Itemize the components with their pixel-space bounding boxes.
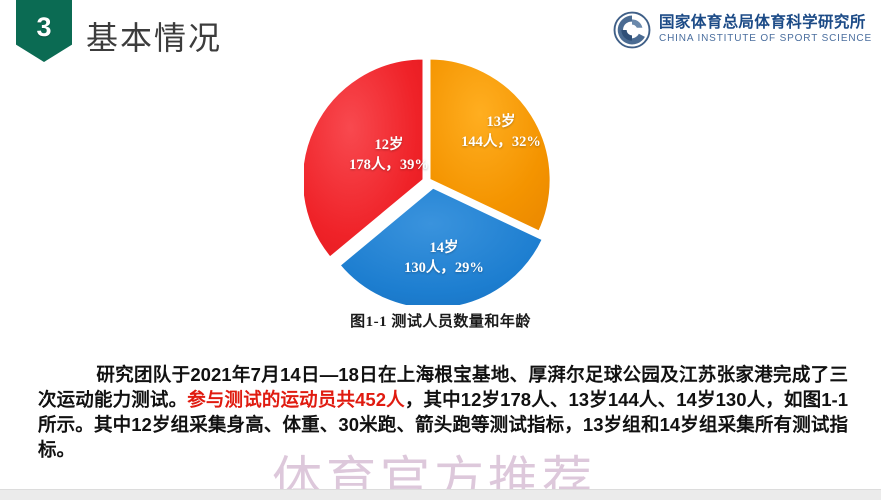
pie-label-14sui-name: 14岁 <box>429 240 459 256</box>
body-line-1: 研究团队于2021年7月14日—18日在上海根宝基地、厚湃尔足球公园及江苏张家港… <box>38 364 848 410</box>
figure-caption: 图1-1 测试人员数量和年龄 <box>350 314 531 330</box>
page-title: 基本情况 <box>86 20 223 56</box>
pie-label-13sui: 13岁 144人，32% <box>437 113 565 152</box>
body-paragraph: 研究团队于2021年7月14日—18日在上海根宝基地、厚湃尔足球公园及江苏张家港… <box>38 362 848 462</box>
bottom-strip <box>0 489 881 500</box>
pie-label-13sui-value: 144人，32% <box>461 133 541 150</box>
logo-name-cn: 国家体育总局体育科学研究所 <box>659 14 866 32</box>
body-line-2: ，其中12岁178人、13岁144人、14岁130人，如图1-1所示。其中12岁… <box>38 389 848 460</box>
body-highlight: 参与测试的运动员共452人 <box>187 389 405 410</box>
slide-number-badge: 3 <box>16 0 72 62</box>
pie-label-13sui-name: 13岁 <box>486 114 516 130</box>
pie-label-12sui: 12岁 178人，39% <box>329 136 449 175</box>
pie-chart <box>304 55 554 305</box>
institute-logo: 国家体育总局体育科学研究所 CHINA INSTITUTE OF SPORT S… <box>613 11 872 49</box>
slide-number: 3 <box>36 12 52 42</box>
logo-text-block: 国家体育总局体育科学研究所 CHINA INSTITUTE OF SPORT S… <box>659 14 872 45</box>
pie-label-14sui: 14岁 130人，29% <box>379 239 509 278</box>
pie-slice-12sui <box>304 56 426 261</box>
pie-slice-13sui <box>427 56 553 235</box>
pie-label-14sui-value: 130人，29% <box>404 259 484 276</box>
logo-name-en: CHINA INSTITUTE OF SPORT SCIENCE <box>659 32 872 44</box>
pie-label-12sui-name: 12岁 <box>374 137 404 153</box>
pie-label-12sui-value: 178人，39% <box>349 156 429 173</box>
pie-slice-14sui <box>336 185 546 305</box>
pie-chart-svg <box>304 56 553 305</box>
sport-science-emblem-icon <box>613 11 651 49</box>
